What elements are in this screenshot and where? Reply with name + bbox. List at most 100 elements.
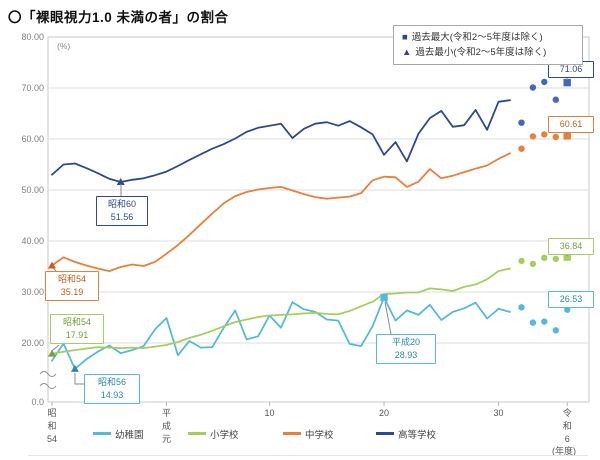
annotation-line: 26.53 [559,294,583,304]
annotation-line: 平成20 [391,337,420,347]
annotation-s60-hs: 昭和60 51.56 [96,196,148,226]
annotation-line: 14.93 [100,390,124,400]
excluded-year-dot-高等学校 [518,119,525,126]
legend-line-swatch [376,432,394,435]
legend-label: 小学校 [210,429,239,441]
x-tick-char: 和 [47,421,57,431]
final-marker-中学校 [563,132,571,140]
past-min-marker-高等学校 [116,178,125,186]
y-tick-label-80: 80.00 [21,31,44,42]
excluded-year-dot-高等学校 [529,84,537,91]
x-tick-label-2018: 30 [493,408,504,418]
past-min-legend-label: 過去最小(令和2～5年度は除く) [415,47,547,58]
annotation-s54-jhs: 昭和54 35.19 [45,271,99,301]
annotation-r6-jhs: 60.61 [548,116,594,133]
legend-label: 高等学校 [398,429,437,441]
x-tick-char: 和 [562,421,572,431]
x-tick-label-1979: 昭和 54 [42,407,62,446]
annotation-s56-kg: 昭和56 14.93 [84,374,140,404]
legend-label: 中学校 [305,429,334,441]
legend-item-小学校: 小学校 [188,426,239,441]
excluded-year-dot-中学校 [518,145,525,152]
legend-line-swatch [188,432,206,435]
excluded-year-dot-幼稚園 [541,318,548,325]
series-line-小学校 [51,267,511,355]
legend-item-高等学校: 高等学校 [376,426,436,441]
series-line-幼稚園 [51,296,511,370]
y-tick-label-0: 0.0 [31,396,44,407]
past-max-square-icon: ■ [402,32,408,43]
annotation-line: 28.93 [394,350,418,360]
excluded-year-dot-幼稚園 [529,319,537,326]
x-tick-char: 令 [562,408,572,418]
excluded-year-dot-中学校 [541,131,548,138]
x-tick-label-2024: 令和 6 [557,407,577,446]
x-tick-label-2008: 20 [379,408,390,418]
excluded-year-dot-中学校 [529,133,537,140]
x-axis-unit-label: (年度) [552,446,576,456]
annotation-h20-kg: 平成20 28.93 [376,334,436,364]
annotation-r6-kg: 26.53 [548,291,594,308]
y-tick-label-30: 30.00 [21,286,44,297]
annotation-line: 17.91 [65,330,89,340]
annotation-line: 昭和54 [62,317,91,327]
past-min-marker-幼稚園 [70,364,79,372]
legend-item-中学校: 中学校 [283,426,334,441]
y-tick-label-70: 70.00 [21,82,44,93]
annotation-line: 36.84 [559,241,583,251]
y-tick-label-40: 40.00 [21,235,44,246]
bottom-divider [28,455,588,456]
legend-label: 幼稚園 [115,429,144,441]
axis-break-mark [39,371,57,377]
x-tick-char: 元 [161,434,171,444]
series-line-中学校 [51,152,511,273]
excluded-year-dot-小学校 [518,257,525,265]
annotation-line: 昭和54 [57,274,86,284]
legend-line-swatch [283,432,301,435]
y-tick-label-60: 60.00 [21,133,44,144]
marker-legend-box: ■ 過去最大(令和2～5年度は除く) ▲ 過去最小(令和2～5年度は除く) [393,25,583,65]
annotation-leader-s56-kg [74,373,84,385]
excluded-year-dot-中学校 [552,133,559,141]
annotation-r6-es: 36.84 [548,238,594,255]
series-line-高等学校 [51,99,511,183]
excluded-year-dot-高等学校 [552,96,559,103]
axis-break-mark [39,383,57,389]
x-tick-char: 平 [161,408,171,418]
excluded-year-dot-小学校 [552,255,559,263]
x-tick-label-1998: 10 [264,408,275,418]
annotation-line: 51.56 [110,212,134,222]
y-axis-unit-label: (%) [57,41,71,51]
legend-item-幼稚園: 幼稚園 [93,426,144,441]
past-max-legend-row: ■ 過去最大(令和2～5年度は除く) [402,30,574,45]
x-tick-char: 6 [564,434,570,444]
past-min-legend-row: ▲ 過去最小(令和2～5年度は除く) [402,45,574,60]
final-marker-幼稚園 [564,306,571,313]
annotation-leader-s54-es [51,344,60,352]
x-tick-char: 54 [46,434,57,444]
annotation-leader-h20-kg [384,301,392,335]
final-marker-高等学校 [563,78,571,87]
excluded-year-dot-小学校 [541,254,548,261]
final-marker-小学校 [563,253,571,261]
annotation-line: 35.19 [60,287,84,297]
past-min-triangle-icon: ▲ [402,47,412,58]
excluded-year-dot-幼稚園 [518,304,525,311]
page-title: 〇「裸眼視力1.0 未満の者」の割合 [8,10,229,25]
past-max-legend-label: 過去最大(令和2～5年度は除く) [411,32,543,43]
annotation-line: 71.06 [559,64,583,74]
past-max-marker-幼稚園 [380,293,388,302]
x-tick-label-1989: 平成元 [157,407,177,446]
x-tick-char: 昭 [47,408,57,418]
annotation-line: 昭和56 [97,377,126,387]
excluded-year-dot-小学校 [529,260,537,268]
past-min-marker-中学校 [48,261,56,269]
past-min-marker-小学校 [48,349,56,357]
excluded-year-dot-高等学校 [541,78,548,86]
excluded-year-dot-幼稚園 [552,327,559,334]
x-tick-char: 成 [161,421,171,431]
y-tick-label-50: 50.00 [21,184,44,195]
legend-line-swatch [93,432,111,435]
annotation-line: 60.61 [559,119,583,129]
annotation-s54-es: 昭和54 17.91 [50,314,104,344]
